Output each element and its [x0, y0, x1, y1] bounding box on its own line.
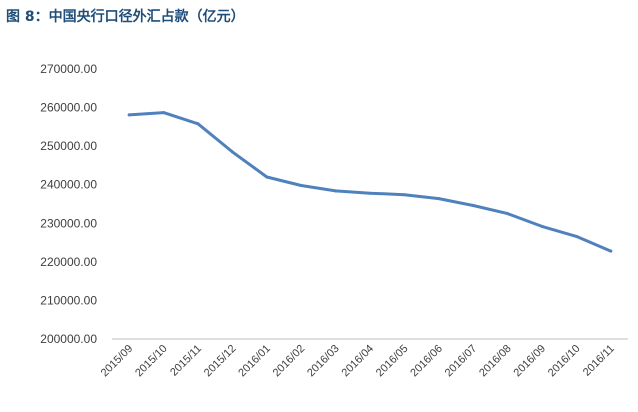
data-point: [368, 191, 372, 195]
data-point: [609, 249, 613, 253]
x-tick-label: 2016/10: [546, 343, 583, 380]
data-point: [162, 111, 166, 115]
data-point: [127, 113, 131, 117]
data-point: [506, 212, 510, 216]
data-point: [471, 204, 475, 208]
x-tick-label: 2016/09: [512, 343, 549, 380]
data-point: [437, 197, 441, 201]
x-tick-label: 2016/04: [340, 343, 377, 380]
x-tick-label: 2015/09: [99, 343, 136, 380]
data-point: [334, 189, 338, 193]
data-point: [265, 175, 269, 179]
y-tick-label: 230000.00: [40, 216, 97, 230]
series-line: [127, 111, 613, 253]
data-point: [196, 122, 200, 126]
x-tick-label: 2016/06: [408, 343, 445, 380]
x-tick-label: 2016/01: [236, 343, 273, 380]
x-tick-label: 2016/05: [374, 343, 411, 380]
x-tick-label: 2016/08: [477, 343, 514, 380]
y-tick-label: 220000.00: [40, 255, 97, 269]
data-point: [299, 183, 303, 187]
x-tick-label: 2016/11: [581, 343, 617, 379]
series-points: [127, 111, 613, 253]
data-point: [402, 193, 406, 197]
x-tick-label: 2015/12: [202, 343, 239, 380]
y-tick-label: 270000.00: [40, 62, 97, 76]
data-point: [230, 150, 234, 154]
x-tick-label: 2015/11: [168, 343, 204, 379]
y-tick-label: 200000.00: [40, 332, 97, 346]
y-axis-tick-labels: 200000.00 210000.00 220000.00 230000.00 2400…: [40, 62, 97, 346]
data-point: [540, 224, 544, 228]
data-point: [574, 234, 578, 238]
x-tick-label: 2016/07: [443, 343, 480, 380]
y-tick-label: 240000.00: [40, 178, 97, 192]
chart-title: 图 8：中国央行口径外汇占款（亿元）: [6, 9, 245, 25]
y-tick-label: 260000.00: [40, 101, 97, 115]
x-tick-label: 2016/03: [305, 343, 342, 380]
y-tick-label: 250000.00: [40, 139, 97, 153]
x-axis-tick-labels: 2015/092015/102015/112015/122016/012016/…: [99, 343, 617, 380]
y-tick-label: 210000.00: [40, 293, 97, 307]
x-tick-label: 2015/10: [133, 343, 170, 380]
x-tick-label: 2016/02: [271, 343, 308, 380]
